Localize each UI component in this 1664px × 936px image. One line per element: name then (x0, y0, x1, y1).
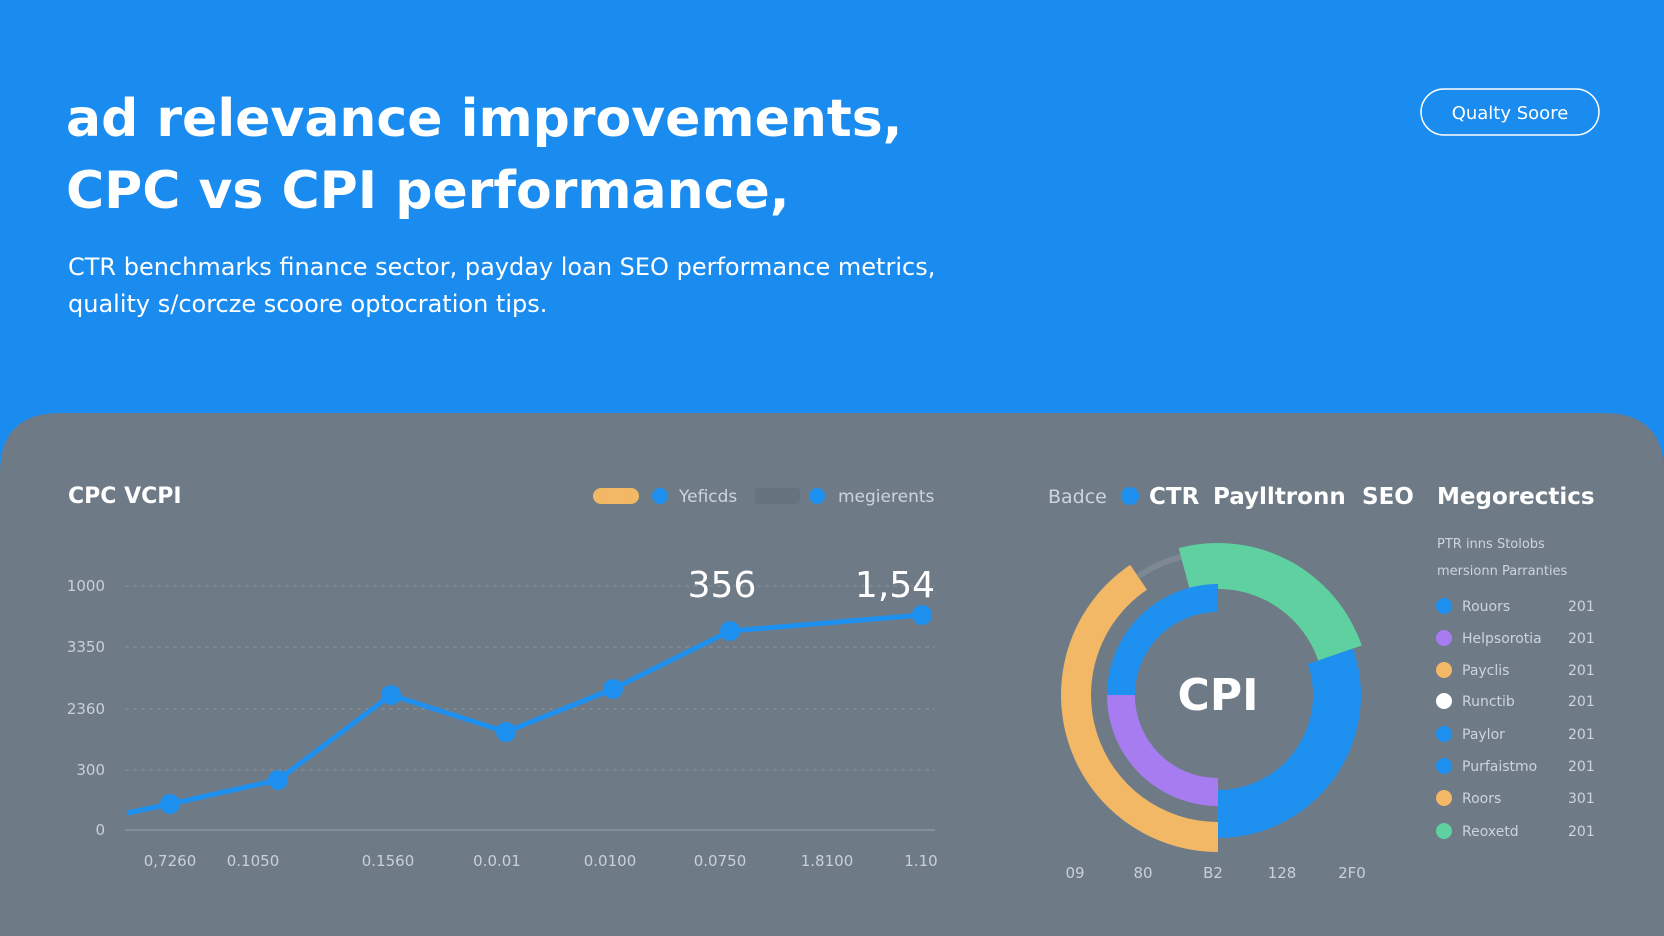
button-label[interactable]: Qualty Soore (1452, 103, 1569, 124)
legend-dot (1436, 790, 1452, 806)
legend-dot (1436, 630, 1452, 646)
legend-value: 201 (1568, 824, 1595, 840)
ring-segment (1107, 695, 1218, 806)
panel-header: Badce (1048, 486, 1107, 508)
x-label: 128 (1268, 864, 1297, 882)
panel-header: CTR (1149, 484, 1200, 510)
y-label: 300 (76, 761, 105, 779)
legend: Rouors 201 Helpsorotia 201 Payclis 201 Runctib… (1436, 598, 1595, 840)
legend-swatch (755, 488, 800, 504)
x-label: 09 (1065, 864, 1084, 882)
title-line: ad relevance improvements, (66, 89, 902, 149)
callout: 1,54 (855, 565, 935, 606)
x-label: 80 (1133, 864, 1152, 882)
point (381, 685, 401, 705)
legend-label: Roors (1462, 791, 1501, 807)
x-label: 0.1560 (362, 852, 415, 870)
x-label: 0.1050 (227, 852, 280, 870)
legend-dot (652, 488, 668, 504)
title-line: CPC vs CPI performance, (66, 161, 789, 221)
x-label: 2F0 (1338, 864, 1366, 882)
callout: 356 (688, 565, 757, 606)
legend-label: Yeficds (678, 487, 737, 507)
panel-header: Megorectics (1437, 484, 1595, 510)
legend-label: megierents (838, 487, 935, 507)
subtitle-line: CTR benchmarks finance sector, payday lo… (68, 253, 935, 281)
x-label: 1.10 (904, 852, 937, 870)
y-label: 0 (95, 821, 105, 839)
x-label: 0.0750 (694, 852, 747, 870)
x-label: 0,7260 (144, 852, 197, 870)
x-label: B2 (1203, 864, 1223, 882)
legend-dot (1436, 823, 1452, 839)
subtitle-line: quality s/corcze scoore optocration tips… (68, 290, 547, 318)
legend-label: Paylor (1462, 727, 1505, 743)
legend-value: 201 (1568, 727, 1595, 743)
legend-label: Payclis (1462, 663, 1509, 679)
note-line: mersionn Parranties (1437, 564, 1568, 579)
donut-hole (1135, 612, 1301, 778)
legend-swatch (593, 488, 639, 504)
donut-center: CPI (1178, 670, 1259, 721)
legend-value: 201 (1568, 631, 1595, 647)
donut: 09 80 B2 128 2F0 (1061, 542, 1366, 882)
points (160, 605, 932, 814)
x-label: 0.0.01 (473, 852, 521, 870)
legend-label: Helpsorotia (1462, 631, 1542, 647)
button[interactable] (1420, 88, 1600, 136)
point (268, 770, 288, 790)
ring-segment (1061, 564, 1218, 852)
legend-dot (1436, 598, 1452, 614)
x-label: 1.8100 (801, 852, 854, 870)
point (720, 621, 740, 641)
point (912, 605, 932, 625)
legend-label: Reoxetd (1462, 824, 1519, 840)
header-dot (1121, 487, 1139, 505)
legend-label: Runctib (1462, 694, 1515, 710)
panel-header: SEO (1362, 484, 1414, 510)
note-line: PTR inns Stolobs (1437, 537, 1545, 552)
legend-dot (1436, 662, 1452, 678)
legend-dot (809, 488, 825, 504)
legend-value: 201 (1568, 694, 1595, 710)
legend-dot (1436, 758, 1452, 774)
legend-value: 201 (1568, 599, 1595, 615)
legend-value: 201 (1568, 663, 1595, 679)
point (160, 794, 180, 814)
chart-title: CPC VCPI (68, 484, 182, 509)
y-label: 3350 (67, 638, 105, 656)
ring-segment (1218, 648, 1361, 838)
point (603, 679, 623, 699)
point (496, 722, 516, 742)
panel-header: Paylltronn (1213, 484, 1346, 510)
line (126, 612, 923, 816)
grid: 1000 3350 2360 300 0 0,7260 0.1050 0.1560 0.0.01… (67, 577, 938, 870)
legend-label: Purfaistmo (1462, 759, 1537, 775)
ring-segment (1136, 553, 1182, 579)
legend-value: 301 (1568, 791, 1595, 807)
y-label: 2360 (67, 700, 105, 718)
legend-value: 201 (1568, 759, 1595, 775)
legend-dot (1436, 726, 1452, 742)
legend-dot (1436, 693, 1452, 709)
x-label: 0.0100 (584, 852, 637, 870)
y-label: 1000 (67, 577, 105, 595)
legend-label: Rouors (1462, 599, 1510, 615)
ring-segment (1107, 584, 1218, 695)
ring-segment (1178, 542, 1362, 661)
